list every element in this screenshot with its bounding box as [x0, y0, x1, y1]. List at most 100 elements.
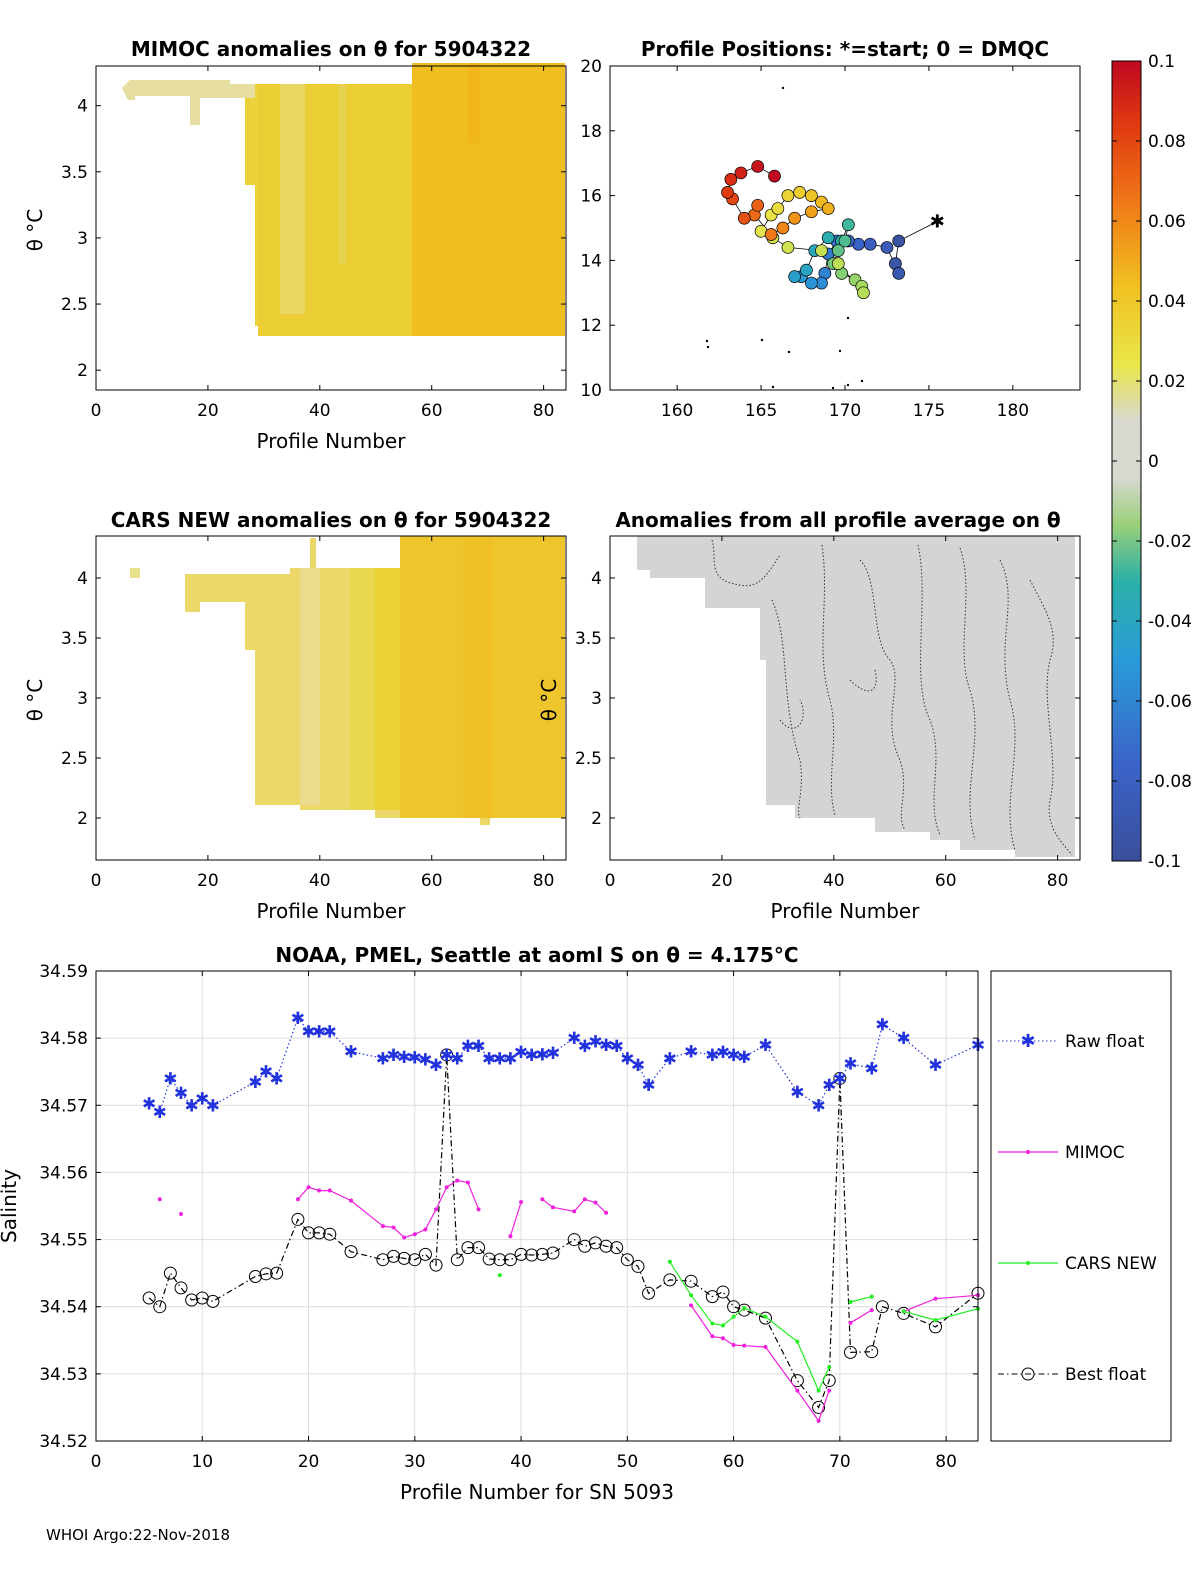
mimoc-point [795, 1388, 800, 1393]
legend-mimoc: MIMOC [998, 1143, 1125, 1163]
cars-heat [130, 536, 565, 825]
x-tick-label: 0 [91, 401, 102, 421]
cars-point [827, 1365, 832, 1370]
mimoc-point [742, 1343, 747, 1348]
y-tick-label: 4 [77, 569, 88, 589]
profile-point [734, 166, 748, 180]
best-float-point [525, 1248, 539, 1262]
cars-point [901, 1309, 906, 1314]
raw-float-point: ✱ [875, 1016, 889, 1036]
raw-float-point: ✱ [248, 1073, 262, 1093]
profile-point [737, 211, 751, 225]
raw-float-point: ✱ [567, 1029, 581, 1049]
cars-title: CARS NEW anomalies on θ for 5904322 [111, 508, 552, 532]
mimoc-point [444, 1185, 449, 1190]
colorbar-tick-label: 0.04 [1148, 292, 1186, 312]
raw-float-point: ✱ [418, 1051, 432, 1071]
mimoc-point [327, 1188, 332, 1193]
legend-best-label: Best float [1065, 1365, 1147, 1385]
raw-float-point: ✱ [344, 1043, 358, 1063]
y-tick-label: 20 [580, 57, 602, 77]
cars-point [869, 1294, 874, 1299]
mimoc-point [465, 1180, 470, 1185]
profavg-axes: 0 20 40 60 80 2 2.5 3 3.5 4 [575, 536, 1080, 891]
mimoc-point [869, 1308, 874, 1313]
positions-panel: Profile Positions: *=start; 0 = DMQC 160… [580, 37, 1081, 421]
y-tick-label: 34.59 [39, 962, 88, 982]
x-tick-label: 20 [711, 871, 733, 891]
cars-xlabel: Profile Number [257, 899, 407, 923]
colorbar-tick-label: -0.04 [1148, 612, 1192, 632]
best-float-point [663, 1273, 677, 1287]
best-float-point [865, 1345, 879, 1359]
best-float-point [185, 1293, 199, 1307]
x-tick-label: 20 [298, 1452, 320, 1472]
raw-float-point: ✱ [737, 1048, 751, 1068]
x-tick-label: 60 [421, 401, 443, 421]
profile-point [805, 205, 818, 219]
mimoc-point [550, 1205, 555, 1210]
y-tick-label: 10 [580, 381, 602, 401]
colorbar-tick-label: 0.1 [1148, 52, 1175, 72]
best-float-point [174, 1281, 188, 1295]
mimoc-ylabel: θ °C [23, 209, 47, 252]
y-tick-label: 14 [580, 251, 602, 271]
mimoc-point [519, 1199, 524, 1204]
legend-raw: ✱ Raw float [998, 1031, 1145, 1052]
raw-float-point: ✱ [503, 1049, 517, 1069]
cars-point [720, 1323, 725, 1328]
profile-point [724, 173, 738, 186]
cars-point [742, 1306, 747, 1311]
raw-float-point: ✱ [599, 1036, 613, 1056]
profile-point [880, 241, 894, 254]
y-tick-label: 3.5 [61, 163, 88, 183]
mimoc-line [509, 1201, 522, 1237]
x-tick-label: 20 [197, 871, 219, 891]
legend: ✱ Raw float MIMOC CARS NEW Best float [990, 970, 1172, 1442]
best-float-point [493, 1253, 507, 1267]
mimoc-point [827, 1388, 832, 1393]
best-float-point [163, 1266, 177, 1280]
best-float-point [418, 1247, 432, 1261]
cars-point [731, 1314, 736, 1319]
x-tick-label: 40 [823, 871, 845, 891]
best-float-point [440, 1048, 454, 1062]
profile-point [815, 244, 828, 258]
profile-point [842, 218, 855, 232]
profile-point [751, 198, 765, 212]
best-float-point [291, 1212, 305, 1226]
mimoc-point [434, 1207, 439, 1212]
profile-point [776, 221, 790, 235]
x-tick-label: 165 [745, 401, 777, 421]
best-float-point [397, 1251, 411, 1265]
best-float-point [503, 1253, 517, 1267]
best-float-point [642, 1286, 656, 1300]
x-tick-label: 80 [935, 1452, 957, 1472]
raw-float-point: ✱ [535, 1045, 549, 1065]
y-tick-label: 2 [77, 809, 88, 829]
mimoc-point [933, 1296, 938, 1301]
best-float-point [450, 1253, 464, 1267]
cars-axes: 0 20 40 60 80 2 2.5 3 3.5 4 [61, 536, 566, 891]
raw-float-point: ✱ [174, 1084, 188, 1104]
mimoc-point [710, 1334, 715, 1339]
profile-point [751, 160, 765, 173]
y-tick-label: 16 [580, 187, 602, 207]
best-float-point [812, 1400, 826, 1414]
colorbar-tick-label: -0.02 [1148, 532, 1192, 552]
footer-text: WHOI Argo:22-Nov-2018 [46, 1526, 230, 1544]
mimoc-point [816, 1418, 821, 1423]
raw-float-point: ✱ [142, 1094, 156, 1114]
best-float-point [461, 1241, 475, 1255]
x-tick-label: 20 [197, 401, 219, 421]
raw-float-point: ✱ [206, 1096, 220, 1116]
profile-point [805, 276, 818, 290]
mimoc-point [455, 1178, 460, 1183]
cars-line [903, 1308, 979, 1321]
profavg-ylabel: θ °C [537, 679, 561, 722]
y-tick-label: 34.53 [39, 1365, 88, 1385]
raw-float-point: ✱ [312, 1022, 326, 1042]
x-tick-label: 0 [91, 1452, 102, 1472]
best-float-point [302, 1226, 316, 1240]
